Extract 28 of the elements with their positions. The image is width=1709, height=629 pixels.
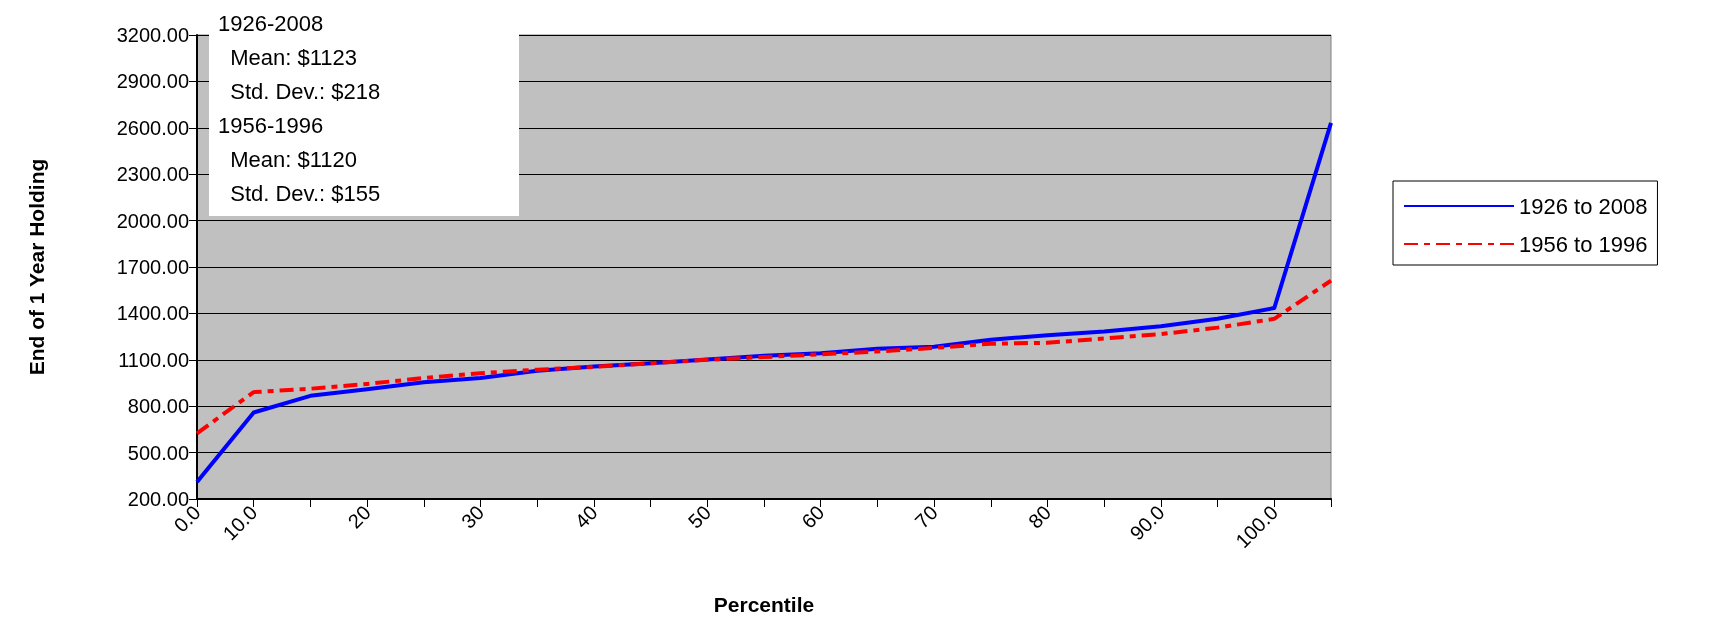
annotation: Mean: $1120 [229, 146, 358, 174]
x-tick-label: 50 [683, 501, 716, 533]
y-tick-label: 1400.00 [116, 302, 189, 325]
y-tick-label: 3200.00 [116, 24, 189, 46]
y-tick-label: 2600.00 [116, 116, 189, 139]
y-tick-label: 800.00 [127, 395, 189, 418]
x-tick-label: 30 [457, 501, 489, 533]
x-tick-label: 40 [570, 501, 602, 533]
legend-label: 1956 to 1996 [1519, 231, 1648, 257]
y-tick-label: 1700.00 [116, 256, 189, 278]
x-tick-label: 80 [1024, 501, 1056, 533]
y-axis-title: End of 1 Year Holding [25, 158, 48, 376]
y-tick-label: 2300.00 [116, 163, 189, 186]
y-tick-label: 500.00 [127, 441, 189, 464]
x-axis-title: Percentile [713, 593, 815, 616]
annotation: 1956-1996 [218, 112, 324, 140]
y-tick-label: 2900.00 [116, 70, 189, 93]
x-tick-label: 90.0 [1125, 501, 1169, 545]
legend-label: 1926 to 2008 [1519, 193, 1648, 219]
annotation: Std. Dev.: $218 [229, 78, 381, 106]
x-tick-label: 20 [343, 501, 375, 533]
x-tick-label: 70 [910, 501, 942, 533]
annotation: Std. Dev.: $155 [229, 180, 381, 208]
y-tick-label: 1100.00 [118, 348, 189, 371]
x-tick-label: 60 [797, 501, 829, 533]
annotation: 1926-2008 [218, 10, 324, 38]
y-tick-label: 2000.00 [116, 209, 189, 232]
annotation: Mean: $1123 [229, 44, 358, 72]
